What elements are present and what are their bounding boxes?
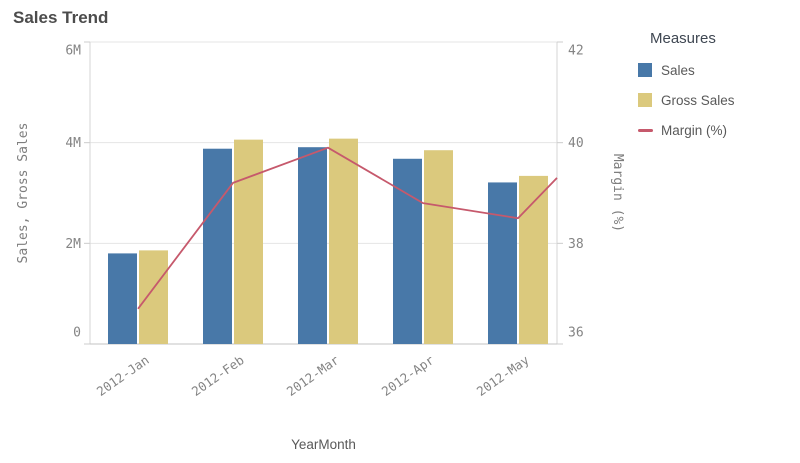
right-axis-tick-label: 40 (568, 136, 584, 151)
left-axis-tick-label: 6M (65, 44, 81, 59)
bar-gross-sales-2012-jan[interactable] (139, 250, 168, 344)
legend: Measures Sales Gross Sales Margin (%) (638, 30, 793, 145)
left-axis-tick-label: 0 (73, 326, 81, 341)
bar-sales-2012-apr[interactable] (393, 158, 422, 344)
x-axis-category-label[interactable]: 2012-Feb (189, 352, 247, 399)
chart-title: Sales Trend (13, 8, 109, 27)
gross-sales-swatch-icon (638, 93, 652, 107)
legend-title: Measures (650, 30, 716, 47)
legend-item-label: Margin (%) (661, 122, 728, 138)
legend-item-sales[interactable]: Sales (638, 55, 793, 85)
left-axis-title: Sales, Gross Sales (16, 123, 31, 264)
right-axis-tick-label: 42 (568, 44, 584, 59)
legend-item-label: Sales (661, 62, 695, 78)
x-axis-category-label[interactable]: 2012-Mar (284, 352, 342, 399)
legend-item-label: Gross Sales (661, 92, 735, 108)
x-axis-category-label[interactable]: 2012-May (474, 352, 532, 399)
sales-swatch-icon (638, 63, 652, 77)
margin-line[interactable] (137, 146, 558, 310)
right-axis-tick-label: 36 (568, 326, 584, 341)
legend-item-margin[interactable]: Margin (%) (638, 115, 793, 145)
x-axis-category-label[interactable]: 2012-Jan (94, 352, 152, 399)
right-axis-title: Margin (%) (610, 154, 625, 232)
legend-item-gross-sales[interactable]: Gross Sales (638, 85, 793, 115)
bar-gross-sales-2012-apr[interactable] (424, 150, 453, 344)
left-axis-tick-label: 4M (65, 136, 81, 151)
bar-gross-sales-2012-feb[interactable] (234, 139, 263, 344)
x-axis-category-label[interactable]: 2012-Apr (379, 352, 437, 399)
bar-sales-2012-may[interactable] (488, 182, 517, 344)
bar-sales-2012-jan[interactable] (108, 253, 137, 344)
right-axis-tick-label: 38 (568, 237, 584, 252)
bar-sales-2012-mar[interactable] (298, 147, 327, 344)
margin-line-swatch-icon (638, 128, 653, 132)
left-axis-tick-label: 2M (65, 237, 81, 252)
x-axis-title: YearMonth (291, 437, 356, 452)
bar-gross-sales-2012-may[interactable] (519, 175, 548, 344)
bar-sales-2012-feb[interactable] (203, 148, 232, 344)
bar-gross-sales-2012-mar[interactable] (329, 138, 358, 344)
